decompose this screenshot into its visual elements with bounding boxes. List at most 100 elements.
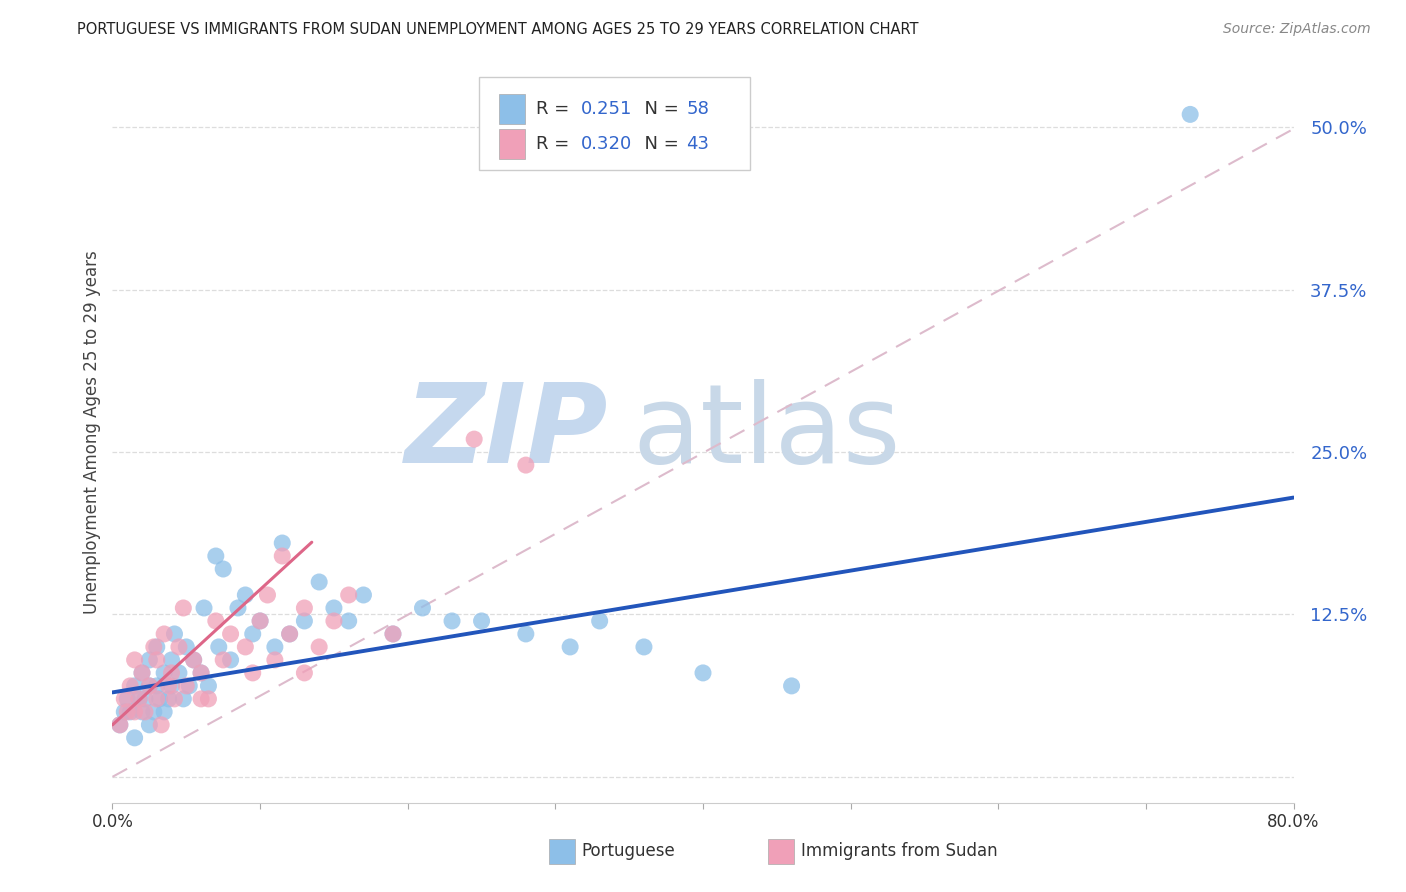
Point — [219, 627, 242, 641]
Point — [167, 665, 190, 680]
Point — [108, 718, 131, 732]
Point — [174, 640, 197, 654]
Point — [337, 588, 360, 602]
Point — [323, 614, 346, 628]
Point — [193, 601, 215, 615]
Text: R =: R = — [537, 100, 575, 118]
Text: 43: 43 — [686, 135, 710, 153]
Point — [256, 588, 278, 602]
Text: 0.251: 0.251 — [581, 100, 633, 118]
Point — [160, 665, 183, 680]
Text: PORTUGUESE VS IMMIGRANTS FROM SUDAN UNEMPLOYMENT AMONG AGES 25 TO 29 YEARS CORRE: PORTUGUESE VS IMMIGRANTS FROM SUDAN UNEM… — [77, 22, 920, 37]
Point — [278, 627, 301, 641]
Point — [163, 692, 186, 706]
Text: 0.320: 0.320 — [581, 135, 633, 153]
Point — [124, 679, 146, 693]
Point — [149, 692, 172, 706]
Point — [212, 653, 235, 667]
Point — [292, 601, 315, 615]
Point — [138, 679, 160, 693]
Point — [167, 640, 190, 654]
Point — [138, 653, 160, 667]
Text: ZIP: ZIP — [405, 379, 609, 486]
Point — [117, 705, 138, 719]
Point — [226, 601, 249, 615]
Point — [308, 640, 330, 654]
Point — [150, 718, 173, 732]
Point — [242, 627, 264, 641]
Point — [142, 640, 165, 654]
Point — [558, 640, 582, 654]
Point — [128, 692, 150, 706]
Point — [124, 705, 146, 719]
Point — [160, 653, 183, 667]
Point — [117, 692, 138, 706]
Text: N =: N = — [633, 100, 685, 118]
Point — [179, 679, 201, 693]
Point — [352, 588, 374, 602]
Point — [190, 665, 212, 680]
Point — [264, 653, 287, 667]
Point — [292, 614, 315, 628]
Point — [382, 627, 405, 641]
Point — [142, 705, 165, 719]
Point — [242, 665, 264, 680]
Point — [153, 665, 176, 680]
Point — [146, 692, 169, 706]
Text: N =: N = — [633, 135, 685, 153]
Point — [174, 679, 197, 693]
Point — [172, 692, 194, 706]
Point — [233, 588, 256, 602]
Point — [128, 692, 150, 706]
Point — [382, 627, 405, 641]
Point — [271, 536, 294, 550]
Bar — [550, 839, 575, 864]
Point — [470, 614, 494, 628]
Point — [692, 665, 714, 680]
Y-axis label: Unemployment Among Ages 25 to 29 years: Unemployment Among Ages 25 to 29 years — [83, 251, 101, 615]
Text: Portuguese: Portuguese — [581, 842, 675, 860]
Point — [153, 627, 176, 641]
Point — [146, 653, 169, 667]
Bar — [499, 129, 524, 159]
Point — [633, 640, 655, 654]
Point — [212, 562, 235, 576]
Point — [780, 679, 803, 693]
Point — [271, 549, 294, 563]
Point — [183, 653, 205, 667]
Point — [160, 679, 183, 693]
Point — [205, 549, 228, 563]
Point — [120, 679, 142, 693]
Point — [138, 679, 160, 693]
Point — [463, 432, 485, 446]
Point — [249, 614, 271, 628]
Point — [131, 665, 153, 680]
Point — [146, 679, 169, 693]
Point — [112, 705, 135, 719]
Point — [249, 614, 271, 628]
Text: 58: 58 — [686, 100, 710, 118]
Point — [337, 614, 360, 628]
Text: Immigrants from Sudan: Immigrants from Sudan — [801, 842, 998, 860]
Point — [411, 601, 433, 615]
Point — [146, 640, 169, 654]
Point — [138, 718, 160, 732]
Point — [157, 692, 180, 706]
Point — [197, 692, 219, 706]
Point — [219, 653, 242, 667]
Point — [120, 705, 142, 719]
Point — [134, 692, 156, 706]
Point — [190, 692, 212, 706]
Point — [124, 653, 146, 667]
Point — [190, 665, 212, 680]
Point — [292, 665, 315, 680]
Point — [134, 705, 156, 719]
Point — [1178, 107, 1201, 121]
Point — [172, 601, 194, 615]
Point — [157, 679, 180, 693]
Point — [183, 653, 205, 667]
Point — [112, 692, 135, 706]
Point — [233, 640, 256, 654]
Text: atlas: atlas — [633, 379, 901, 486]
Bar — [768, 839, 794, 864]
